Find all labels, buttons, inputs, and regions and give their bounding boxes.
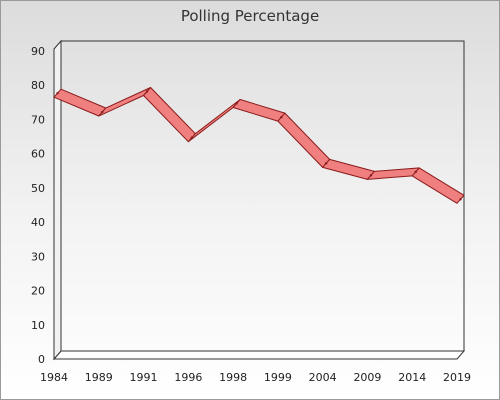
x-tick-label: 2019 [443, 371, 471, 384]
data-point [101, 110, 104, 114]
series-segment [187, 98, 241, 143]
x-tick-label: 1998 [219, 371, 247, 384]
data-point [56, 92, 59, 95]
data-point [369, 174, 373, 177]
y-tick-label: 0 [38, 353, 45, 366]
series-segment [53, 88, 107, 117]
data-point [280, 115, 283, 119]
data-point [235, 102, 238, 105]
chart-floor [52, 350, 466, 360]
x-tick-label: 1989 [85, 371, 113, 384]
data-point [324, 162, 328, 165]
y-tick-label: 10 [31, 319, 45, 332]
data-point [459, 198, 462, 201]
series-segment [232, 98, 286, 122]
y-tick-label: 70 [31, 113, 45, 126]
y-tick-label: 40 [31, 216, 45, 229]
x-tick-label: 2014 [398, 371, 426, 384]
x-tick-label: 1991 [130, 371, 158, 384]
series-segment [366, 167, 420, 180]
series-segment [277, 112, 331, 168]
chart-title: Polling Percentage [180, 7, 320, 25]
data-point [145, 90, 149, 93]
x-tick-label: 1984 [40, 371, 68, 384]
y-tick-label: 90 [31, 45, 45, 58]
back-wall [60, 40, 465, 351]
series-segment [411, 167, 465, 204]
y-axis-wall [53, 39, 62, 361]
y-tick-label: 20 [31, 285, 45, 298]
y-tick-label: 60 [31, 148, 45, 161]
y-tick-label: 50 [31, 182, 45, 195]
x-tick-label: 1999 [264, 371, 292, 384]
x-tick-label: 1996 [174, 371, 202, 384]
series-segment [322, 158, 375, 180]
x-tick-label: 2004 [309, 371, 337, 384]
x-tick-label: 2009 [353, 371, 381, 384]
data-point [414, 170, 417, 174]
data-point [190, 136, 194, 139]
series-segment [98, 86, 152, 117]
y-tick-label: 80 [31, 79, 45, 92]
series-segment [143, 86, 196, 143]
y-tick-label: 30 [31, 250, 45, 263]
